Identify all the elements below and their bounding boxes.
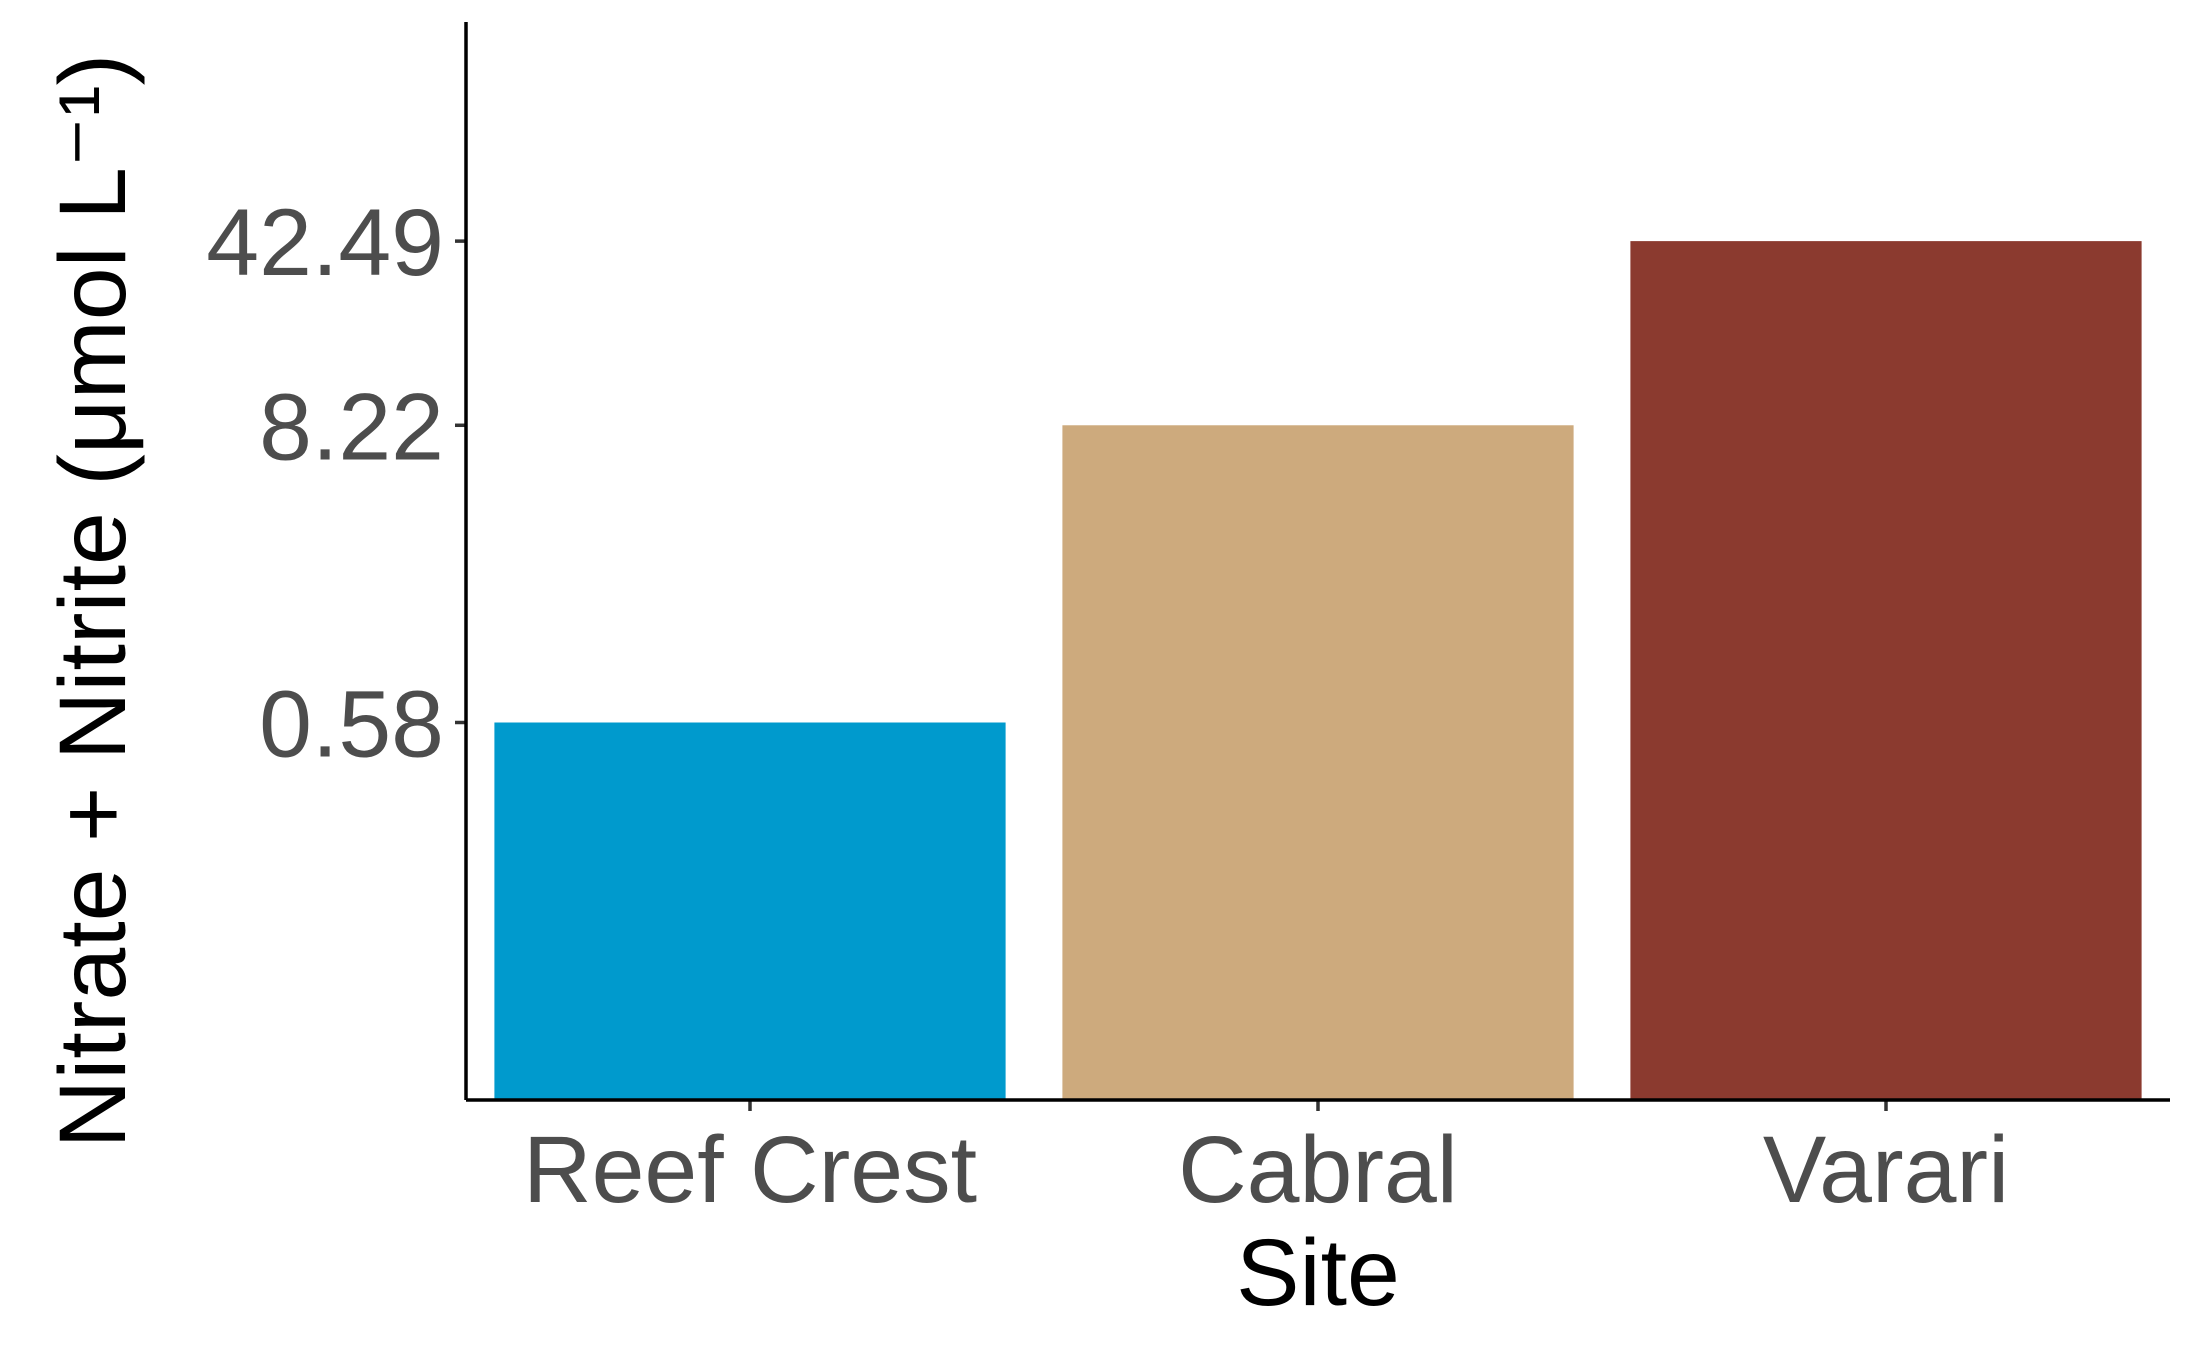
x-axis-ticks: Reef Crest Cabral Varari [523, 1100, 2009, 1223]
bar-varari [1630, 241, 2142, 1100]
x-tick-label: Cabral [1178, 1117, 1458, 1223]
y-tick-label: 42.49 [206, 190, 444, 296]
x-tick-label: Reef Crest [523, 1117, 977, 1223]
x-tick-label: Varari [1763, 1117, 2009, 1223]
y-axis-ticks: 0.58 8.22 42.49 [206, 190, 466, 778]
y-tick-label: 0.58 [259, 672, 444, 778]
y-tick-label: 8.22 [259, 374, 444, 480]
y-axis-title: Nitrate + Nitrite (μmol L⁻¹) [40, 54, 146, 1149]
bars-group [494, 241, 2142, 1100]
bar-reef-crest [494, 722, 1006, 1100]
bar-cabral [1062, 425, 1574, 1100]
x-axis-title: Site [1236, 1220, 1400, 1326]
